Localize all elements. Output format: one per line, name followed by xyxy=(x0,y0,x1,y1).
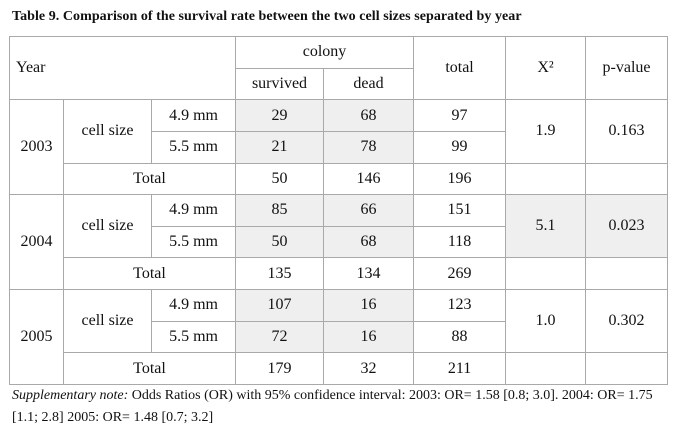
colony-header: colony xyxy=(235,36,415,69)
size-cell: 5.5 mm xyxy=(150,225,237,259)
pvalue-header: p-value xyxy=(585,35,669,101)
empty-cell xyxy=(505,162,587,196)
total-row-label: Total xyxy=(62,352,237,385)
cell-size-label: cell size xyxy=(63,288,152,354)
total-cell: 123 xyxy=(413,289,507,322)
survived-header: survived xyxy=(235,67,325,101)
total-total-cell: 269 xyxy=(413,257,507,290)
total-dead-cell: 32 xyxy=(323,352,415,385)
note-text: Odds Ratios (OR) with 95% confidence int… xyxy=(12,388,653,425)
dead-header: dead xyxy=(323,67,415,101)
dead-cell: 68 xyxy=(323,225,415,259)
total-row-label: Total xyxy=(62,257,237,290)
total-dead-cell: 134 xyxy=(323,257,415,290)
total-survived-cell: 135 xyxy=(235,257,325,290)
year-cell: 2005 xyxy=(9,289,64,385)
empty-cell xyxy=(585,257,669,290)
size-cell: 4.9 mm xyxy=(150,99,237,132)
dead-cell: 16 xyxy=(323,289,415,322)
chi2-cell: 5.1 xyxy=(505,194,587,259)
survived-cell: 72 xyxy=(235,320,325,354)
empty-cell xyxy=(585,162,669,196)
size-cell: 5.5 mm xyxy=(150,320,237,354)
total-dead-cell: 146 xyxy=(323,162,415,196)
chi2-cell: 1.0 xyxy=(505,288,587,354)
total-row-label: Total xyxy=(62,162,237,196)
dead-cell: 78 xyxy=(323,130,415,164)
size-cell: 4.9 mm xyxy=(150,194,237,227)
pvalue-cell: 0.302 xyxy=(585,288,669,354)
total-survived-cell: 179 xyxy=(235,352,325,385)
pvalue-cell: 0.163 xyxy=(585,99,669,164)
total-header: total xyxy=(413,35,507,101)
supplementary-note: Supplementary note: Odds Ratios (OR) wit… xyxy=(12,385,674,429)
survived-cell: 85 xyxy=(235,194,325,227)
year-header: Year xyxy=(8,35,237,101)
pvalue-cell: 0.023 xyxy=(585,194,669,259)
dead-cell: 16 xyxy=(323,320,415,354)
survival-table: Year colony total X² p-value survived de… xyxy=(8,35,669,385)
survived-cell: 107 xyxy=(235,289,325,322)
size-cell: 5.5 mm xyxy=(150,130,237,164)
total-cell: 97 xyxy=(413,99,507,132)
survived-cell: 50 xyxy=(235,225,325,259)
total-total-cell: 196 xyxy=(413,162,507,196)
total-cell: 151 xyxy=(413,194,507,227)
cell-size-label: cell size xyxy=(63,194,152,259)
total-cell: 88 xyxy=(413,320,507,354)
empty-cell xyxy=(585,352,669,385)
survived-cell: 21 xyxy=(235,130,325,164)
total-cell: 118 xyxy=(413,225,507,259)
total-cell: 99 xyxy=(413,130,507,164)
size-cell: 4.9 mm xyxy=(150,289,237,322)
chi2-header: X² xyxy=(505,35,587,101)
total-survived-cell: 50 xyxy=(235,162,325,196)
year-cell: 2004 xyxy=(9,194,64,290)
survived-cell: 29 xyxy=(235,99,325,132)
dead-cell: 68 xyxy=(323,99,415,132)
note-label: Supplementary note: xyxy=(12,388,129,403)
dead-cell: 66 xyxy=(323,194,415,227)
total-total-cell: 211 xyxy=(413,352,507,385)
empty-cell xyxy=(505,352,587,385)
table-title: Table 9. Comparison of the survival rate… xyxy=(12,9,522,24)
chi2-cell: 1.9 xyxy=(505,99,587,164)
empty-cell xyxy=(505,257,587,290)
year-cell: 2003 xyxy=(9,99,64,196)
cell-size-label: cell size xyxy=(63,99,152,164)
